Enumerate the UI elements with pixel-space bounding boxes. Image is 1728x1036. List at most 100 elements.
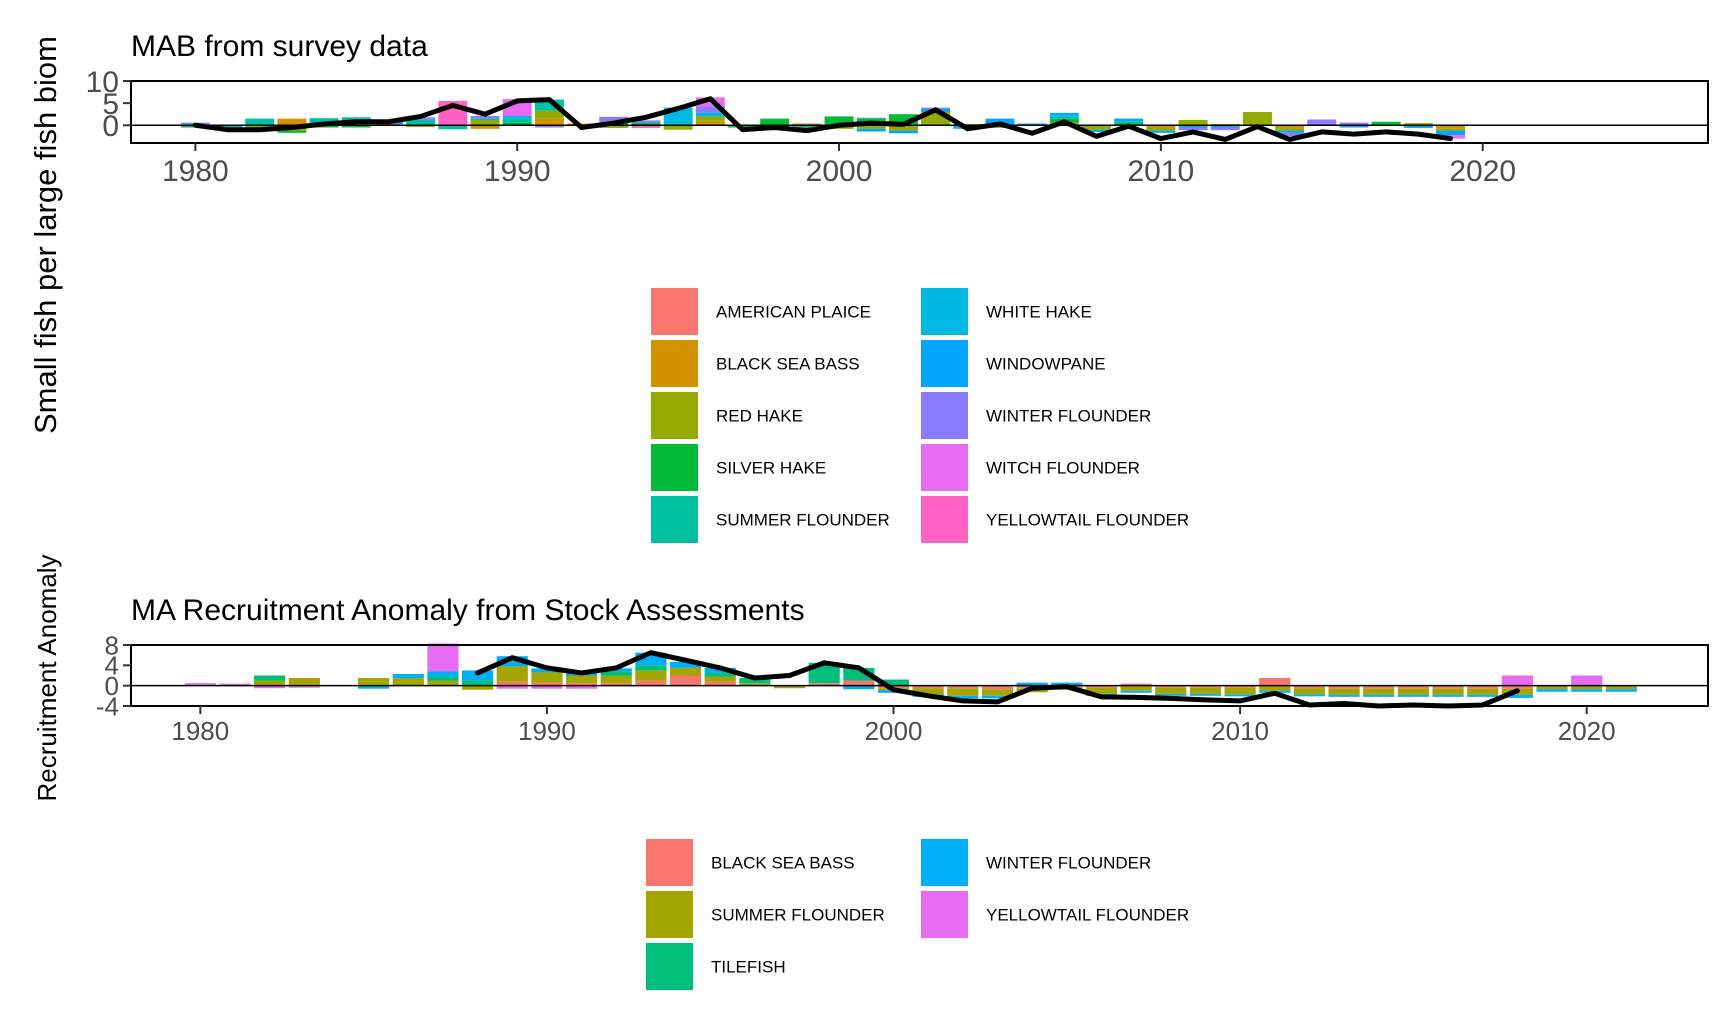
bar-windowpane-2012 xyxy=(1210,125,1240,128)
y-tick-label-10: 10 xyxy=(86,66,119,99)
legend-label-black-sea-bass: BLACK SEA BASS xyxy=(716,355,860,374)
bar-black-sea-bass-2010 xyxy=(1146,125,1176,128)
bar-silver-hake-1990 xyxy=(502,122,532,126)
bar-winter-flounder-1990 xyxy=(531,668,563,673)
legend-swatch-summer-flounder xyxy=(651,496,698,543)
x-tick-label-1990: 1990 xyxy=(484,155,551,188)
bar-tilefish-1995 xyxy=(704,672,736,677)
y-tick-label-8: 8 xyxy=(105,630,119,660)
x-tick-label-1980: 1980 xyxy=(162,155,229,188)
bar-black-sea-bass-2012 xyxy=(1293,685,1326,689)
bar-yellowtail-flounder-1982 xyxy=(254,685,286,689)
x-tick-label-2010: 2010 xyxy=(1128,155,1195,188)
bar-summer-flounder-1994 xyxy=(669,667,702,676)
bar-summer-flounder-1995 xyxy=(704,676,736,682)
bar-red-hake-1993 xyxy=(599,125,629,128)
bar-winter-flounder-2011 xyxy=(1178,127,1208,131)
chart2-trend-line xyxy=(475,650,1520,709)
bar-silver-hake-1994 xyxy=(631,122,661,126)
bar-silver-hake-1983 xyxy=(277,130,307,133)
bar-black-sea-bass-2018 xyxy=(1501,685,1533,689)
bar-summer-flounder-2019 xyxy=(1536,685,1568,690)
legend-swatch-winter-flounder xyxy=(921,392,968,439)
bar-yellowtail-flounder-1991 xyxy=(565,685,598,689)
y-tick-label--4: -4 xyxy=(96,691,119,721)
bar-summer-flounder-1982 xyxy=(254,680,286,686)
bar-windowpane-2014 xyxy=(1275,130,1305,133)
bar-winter-flounder-2007 xyxy=(1120,690,1152,693)
chart1-bars xyxy=(180,97,1466,139)
legend-label-tilefish: TILEFISH xyxy=(711,958,786,977)
bar-white-hake-1990 xyxy=(502,115,532,119)
bar-summer-flounder-2010 xyxy=(1224,687,1256,695)
bar-winter-flounder-2010 xyxy=(1224,694,1256,697)
bar-red-hake-1991 xyxy=(534,110,564,119)
legend-label-red-hake: RED HAKE xyxy=(716,407,803,426)
bar-winter-flounder-2018 xyxy=(1501,694,1533,698)
bar-red-hake-2014 xyxy=(1275,128,1305,131)
bar-summer-flounder-1987 xyxy=(427,680,459,686)
bar-winter-flounder-1989 xyxy=(496,656,528,667)
bar-winter-flounder-1996 xyxy=(695,106,725,113)
bar-winter-flounder-1989 xyxy=(470,115,500,119)
legend-label-american-plaice: AMERICAN PLAICE xyxy=(716,303,871,322)
bar-winter-flounder-2012 xyxy=(1210,127,1240,131)
bar-winter-flounder-1993 xyxy=(599,116,629,124)
bar-summer-flounder-2021 xyxy=(1605,685,1637,690)
bar-summer-flounder-2017 xyxy=(1467,688,1499,695)
bar-silver-hake-2017 xyxy=(1371,121,1401,126)
chart1-title: MAB from survey data xyxy=(131,30,428,63)
bar-summer-flounder-2008 xyxy=(1155,687,1187,694)
bar-summer-flounder-1988 xyxy=(462,685,494,690)
bar-summer-flounder-2003 xyxy=(981,689,1014,696)
legend-swatch-summer-flounder xyxy=(646,891,693,938)
bar-silver-hake-1985 xyxy=(341,125,371,128)
bar-black-sea-bass-2010 xyxy=(1224,685,1256,688)
bar-black-sea-bass-2013 xyxy=(1328,685,1360,689)
bar-red-hake-2002 xyxy=(888,125,918,131)
bar-red-hake-2005 xyxy=(985,125,1015,128)
bar-summer-flounder-2015 xyxy=(1397,688,1429,695)
bar-winter-flounder-2019 xyxy=(1536,689,1568,692)
bar-winter-flounder-2016 xyxy=(1432,694,1464,697)
bar-black-sea-bass-2014 xyxy=(1363,685,1395,689)
bar-windowpane-2002 xyxy=(888,130,918,134)
legend-swatch-black-sea-bass xyxy=(651,340,698,387)
bar-tilefish-2000 xyxy=(877,679,910,686)
chart2-panel-border xyxy=(130,644,1709,707)
chart2-legend: BLACK SEA BASS SUMMER FLOUNDER TILEFISH WIN… xyxy=(646,839,1189,990)
y-tick-label-0: 0 xyxy=(105,671,119,701)
bar-yellowtail-flounder-1987 xyxy=(427,643,459,672)
bar-black-sea-bass-2008 xyxy=(1155,685,1187,688)
bar-black-sea-bass-1991 xyxy=(565,683,598,686)
bar-summer-flounder-1991 xyxy=(565,675,598,684)
bar-winter-flounder-1994 xyxy=(631,120,661,123)
chart1-legend: AMERICAN PLAICE BLACK SEA BASS RED HAKE SIL… xyxy=(651,288,1189,543)
bar-winter-flounder-1991 xyxy=(534,125,564,128)
legend-label-witch-flounder: WITCH FLOUNDER xyxy=(986,459,1140,478)
bar-tilefish-1988 xyxy=(462,680,494,686)
bar-yellowtail-flounder-1994 xyxy=(631,125,661,128)
bar-black-sea-bass-2001 xyxy=(912,685,944,689)
bar-black-sea-bass-2007 xyxy=(1120,683,1152,686)
bar-summer-flounder-1990 xyxy=(502,118,532,123)
bar-winter-flounder-2013 xyxy=(1328,694,1360,697)
bar-summer-flounder-2009 xyxy=(1189,687,1222,694)
bar-winter-flounder-2015 xyxy=(1307,119,1337,126)
bar-black-sea-bass-1991 xyxy=(534,118,564,126)
bar-summer-flounder-1987 xyxy=(406,119,436,126)
bar-black-sea-bass-1996 xyxy=(695,120,725,126)
bar-red-hake-2011 xyxy=(1178,119,1208,126)
legend-swatch-black-sea-bass xyxy=(646,839,693,886)
bar-black-sea-bass-1990 xyxy=(531,682,563,686)
bar-summer-flounder-1989 xyxy=(470,118,500,120)
bar-black-sea-bass-2009 xyxy=(1189,685,1222,688)
bar-summer-flounder-1996 xyxy=(739,683,771,686)
bar-red-hake-1995 xyxy=(663,125,693,130)
bar-summer-flounder-1982 xyxy=(245,118,275,126)
bar-summer-flounder-1997 xyxy=(773,685,806,689)
legend-swatch-american-plaice xyxy=(651,288,698,335)
chart2-bars xyxy=(184,643,1637,699)
legend-swatch-tilefish xyxy=(646,943,693,990)
bar-summer-flounder-1999 xyxy=(792,125,822,128)
